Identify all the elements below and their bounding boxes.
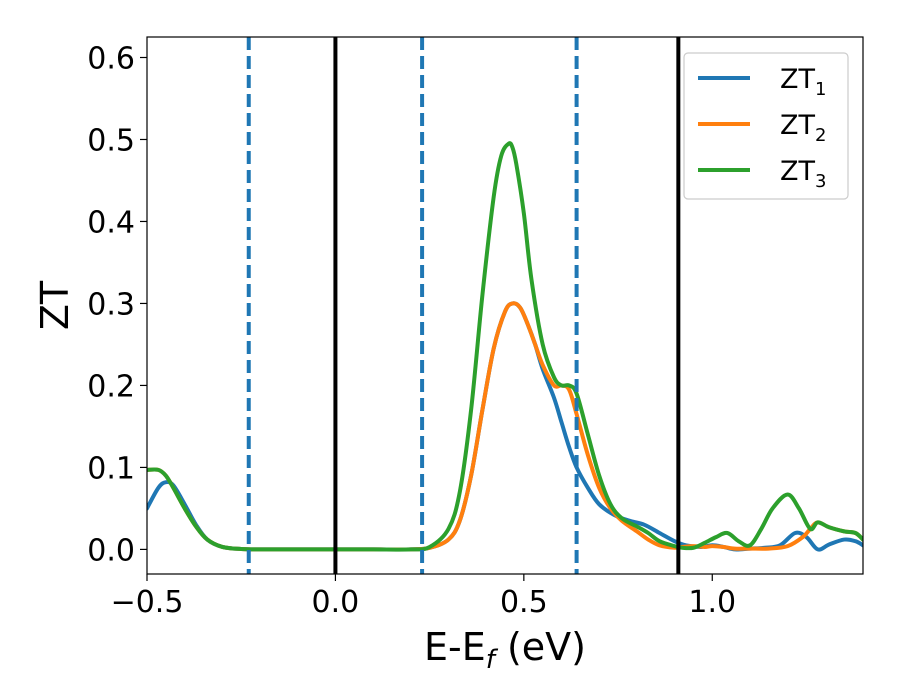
legend-label: ZT2	[780, 110, 826, 146]
legend-label: ZT1	[780, 64, 826, 100]
series-line-zt1	[147, 301, 863, 552]
y-tick-label: 0.1	[87, 451, 135, 486]
x-axis-title-unit: (eV)	[495, 625, 586, 669]
y-tick-label: 0.3	[87, 287, 135, 322]
x-tick-label: 0.0	[312, 585, 360, 620]
y-tick-label: 0.2	[87, 369, 135, 404]
axis-ticks: −0.5 0.0 0.5 1.0 0.0 0.1 0.2 0.3 0.4 0.5 0.6	[87, 41, 736, 620]
vertical-markers	[246, 37, 681, 574]
legend-item-zt2: ZT2	[698, 110, 826, 146]
x-tick-label: −0.5	[111, 585, 184, 620]
series-line-zt3	[147, 141, 863, 552]
legend-item-zt1: ZT1	[698, 64, 826, 100]
legend: ZT1 ZT2 ZT3	[683, 52, 849, 200]
y-tick-label: 0.6	[87, 41, 135, 76]
y-tick-label: 0.0	[87, 533, 135, 568]
y-tick-label: 0.4	[87, 205, 135, 240]
x-tick-label: 0.5	[500, 585, 548, 620]
series-line-zt2	[147, 301, 863, 552]
y-axis-title: ZT	[33, 280, 77, 330]
legend-label: ZT3	[780, 156, 826, 192]
x-axis-title: E-Ef (eV)	[424, 625, 586, 675]
x-axis-title-main: E-E	[424, 625, 486, 669]
legend-box	[683, 52, 849, 200]
plot-frame	[146, 36, 864, 575]
y-tick-label: 0.5	[87, 123, 135, 158]
legend-item-zt3: ZT3	[698, 156, 826, 192]
series-lines	[147, 141, 863, 552]
x-tick-label: 1.0	[688, 585, 736, 620]
